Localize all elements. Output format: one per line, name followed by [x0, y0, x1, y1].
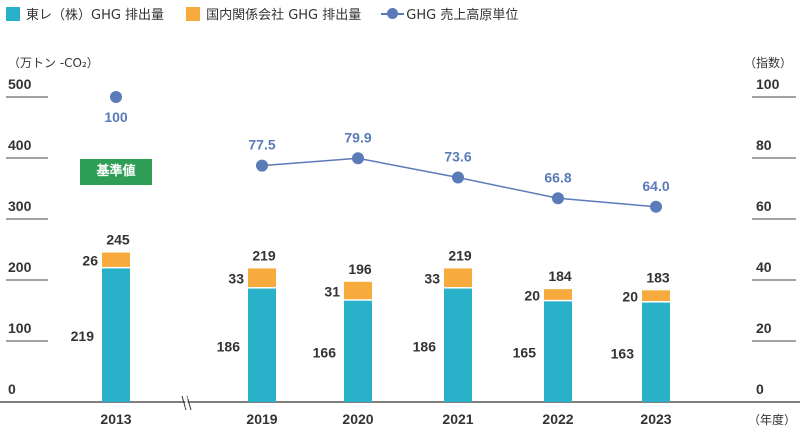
right-tick-label: 60	[756, 198, 772, 214]
legend-label-toray: 東レ（株）GHG 排出量	[26, 8, 165, 23]
legend: 東レ（株）GHG 排出量 国内関係会社 GHG 排出量 GHG 売上高原単位	[6, 4, 540, 23]
index-label: 73.6	[444, 149, 471, 165]
right-tick-label: 20	[756, 320, 772, 336]
category-label: 2023	[640, 411, 671, 427]
bar-label-total: 196	[348, 261, 372, 277]
bar-affiliates	[642, 290, 670, 302]
legend-label-index: GHG 売上高原単位	[406, 8, 519, 23]
bar-affiliates	[102, 252, 130, 267]
base-badge-shape	[80, 159, 152, 185]
bar-affiliates	[544, 289, 572, 300]
base-badge: 基準値	[80, 159, 152, 185]
bar-label-total: 183	[646, 269, 670, 285]
index-label: 64.0	[642, 178, 669, 194]
index-point	[552, 192, 564, 205]
left-tick-label: 100	[8, 320, 32, 336]
axis-break-mark	[181, 395, 187, 411]
bar-label-affiliates: 33	[228, 270, 244, 286]
index-label: 79.9	[344, 129, 371, 145]
axis-break-mark	[186, 395, 192, 411]
bar-label-total: 219	[448, 247, 472, 263]
bar-affiliates	[444, 268, 472, 288]
bar-label-total: 245	[106, 232, 130, 248]
bar-label-affiliates: 31	[324, 283, 340, 299]
index-point	[352, 152, 364, 165]
category-label: 2021	[442, 411, 473, 427]
bar-label-total: 219	[252, 247, 276, 263]
bar-label-toray: 166	[313, 344, 337, 360]
bar-affiliates	[248, 268, 276, 288]
bar-label-toray: 165	[513, 345, 537, 361]
index-point	[452, 171, 464, 184]
bar-toray	[642, 302, 670, 402]
bar-toray	[344, 300, 372, 402]
left-tick-label: 300	[8, 198, 32, 214]
category-label: 2013	[100, 411, 131, 427]
legend-item-toray: 東レ（株）GHG 排出量	[6, 4, 164, 23]
category-label: 2020	[342, 411, 373, 427]
bar-label-toray: 186	[413, 338, 437, 354]
bar-toray	[248, 288, 276, 402]
right-tick-label: 40	[756, 259, 772, 275]
bar-label-affiliates: 20	[524, 287, 540, 303]
bar-label-toray: 186	[217, 338, 241, 354]
index-label: 100	[104, 109, 128, 125]
left-tick-label: 200	[8, 259, 32, 275]
index-label: 77.5	[248, 137, 275, 153]
index-point	[256, 159, 268, 172]
index-point	[110, 91, 122, 103]
bar-label-toray: 163	[611, 345, 635, 361]
bar-label-affiliates: 20	[622, 288, 638, 304]
right-tick-label: 100	[756, 76, 780, 92]
left-tick-label: 0	[8, 381, 16, 397]
index-point	[650, 200, 662, 213]
left-tick-label: 400	[8, 137, 32, 153]
bar-toray	[444, 288, 472, 402]
bar-label-toray: 219	[71, 328, 95, 344]
right-tick-label: 80	[756, 137, 772, 153]
index-label: 66.8	[544, 169, 571, 185]
legend-label-affiliates: 国内関係会社 GHG 排出量	[206, 8, 362, 23]
bar-toray	[544, 301, 572, 402]
bar-label-affiliates: 26	[82, 252, 98, 268]
legend-item-index: GHG 売上高原単位	[381, 4, 519, 23]
legend-marker-index	[381, 8, 405, 19]
right-axis-unit: （指数）	[743, 56, 792, 70]
category-label: 2019	[246, 411, 277, 427]
legend-swatch-toray	[6, 6, 20, 21]
base-label: 基準値	[96, 164, 136, 179]
category-label: 2022	[542, 411, 573, 427]
axis-break-gap	[185, 397, 188, 408]
legend-swatch-affiliates	[186, 6, 201, 21]
left-tick-label: 500	[8, 76, 32, 92]
x-axis-unit: （年度）	[748, 412, 796, 427]
legend-item-affiliates: 国内関係会社 GHG 排出量	[186, 4, 361, 23]
right-tick-label: 0	[756, 381, 764, 397]
bar-toray	[102, 268, 130, 402]
bar-label-total: 184	[548, 268, 572, 284]
bar-label-affiliates: 33	[424, 270, 440, 286]
left-axis-unit: （万トン -CO₂）	[8, 56, 99, 70]
bar-affiliates	[344, 281, 372, 300]
